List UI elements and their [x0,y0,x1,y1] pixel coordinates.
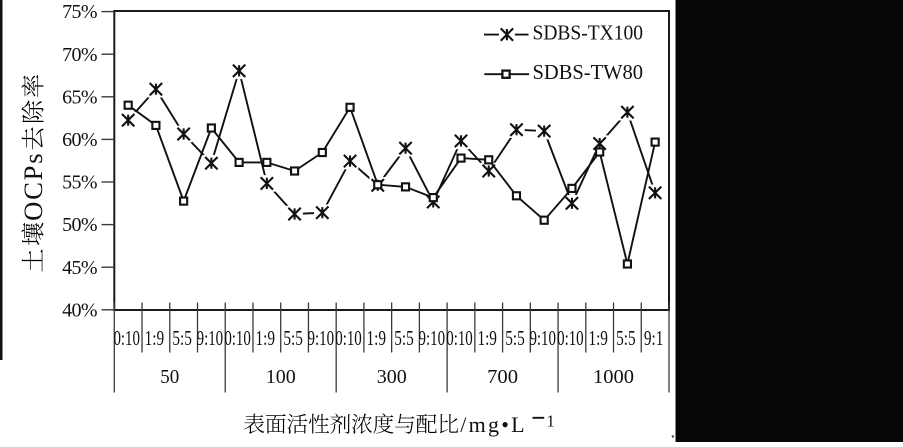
svg-text:0:10: 0:10 [557,326,584,350]
svg-text:1: 1 [547,412,555,431]
svg-text:50%: 50% [62,214,97,236]
svg-text:9:1: 9:1 [644,326,664,350]
svg-text:5:5: 5:5 [172,326,192,350]
svg-text:5:5: 5:5 [394,326,414,350]
svg-text:5:5: 5:5 [505,326,525,350]
svg-text:OCPs: OCPs [18,152,48,221]
svg-text:75%: 75% [62,1,97,23]
svg-text:0:10: 0:10 [446,326,473,350]
svg-text:9:10: 9:10 [419,326,446,350]
svg-text:SDBS-TW80: SDBS-TW80 [533,60,644,84]
svg-text:SDBS-TX100: SDBS-TX100 [533,21,644,45]
svg-text:1:9: 1:9 [477,326,497,350]
svg-text:40%: 40% [62,299,97,321]
svg-text:1:9: 1:9 [256,326,276,350]
svg-text:0:10: 0:10 [335,326,362,350]
svg-text:1:9: 1:9 [588,326,608,350]
svg-text:9:10: 9:10 [529,326,556,350]
svg-text:0:10: 0:10 [113,326,140,350]
svg-text:/mg•L: /mg•L [460,412,524,437]
svg-text:60%: 60% [62,129,97,151]
svg-text:65%: 65% [62,86,97,108]
svg-text:45%: 45% [62,257,97,279]
svg-text:1:9: 1:9 [367,326,387,350]
svg-text:70%: 70% [62,44,97,66]
svg-text:100: 100 [266,366,296,388]
svg-text:9:10: 9:10 [308,326,335,350]
svg-text:1:9: 1:9 [145,326,165,350]
svg-text:50: 50 [160,366,179,388]
svg-text:0:10: 0:10 [224,326,251,350]
svg-text:55%: 55% [62,172,97,194]
svg-text:5:5: 5:5 [616,326,636,350]
svg-text:9:10: 9:10 [197,326,224,350]
svg-text:300: 300 [377,366,407,388]
svg-text:700: 700 [487,366,518,388]
svg-text:5:5: 5:5 [283,326,303,350]
svg-text:1000: 1000 [593,366,634,388]
